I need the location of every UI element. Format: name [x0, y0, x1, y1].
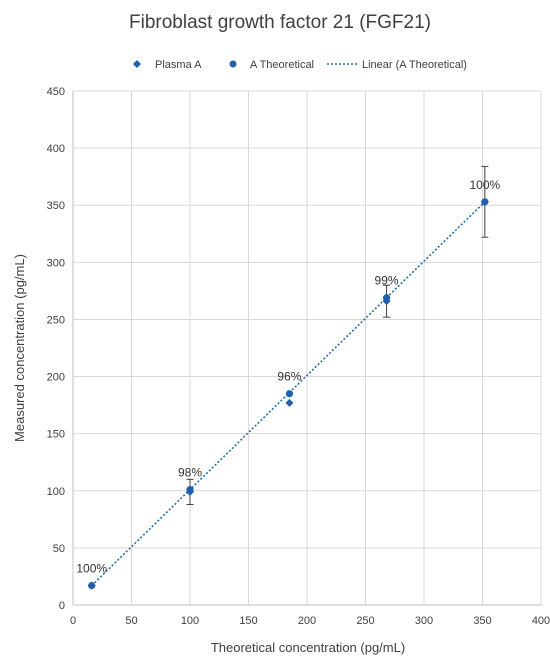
y-tick-label: 350: [47, 200, 65, 212]
a-theoretical-point: [481, 198, 489, 206]
x-tick-label: 50: [125, 615, 137, 627]
grid-lines: [72, 90, 542, 606]
x-axis-title: Theoretical concentration (pg/mL): [211, 640, 405, 655]
a-theoretical-point: [382, 294, 391, 302]
x-tick-label: 200: [298, 615, 316, 627]
a-theoretical-point: [285, 390, 294, 398]
x-tick-label: 250: [356, 615, 374, 627]
chart-legend: Plasma A A Theoretical Linear (A Theoret…: [133, 59, 467, 71]
y-tick-label: 250: [47, 314, 65, 326]
x-tick-label: 300: [415, 615, 433, 627]
data-labels: 100% 98% 96% 99% 100%: [76, 178, 500, 576]
y-axis-title: Measured concentration (pg/mL): [12, 254, 27, 442]
legend-item-a-theoretical: A Theoretical: [250, 59, 314, 71]
trendline-layer: [91, 201, 486, 587]
x-tick-label: 350: [473, 615, 491, 627]
a-theoretical-point: [88, 581, 96, 590]
data-points: [87, 197, 489, 590]
chart-title: Fibroblast growth factor 21 (FGF21): [129, 12, 431, 33]
y-tick-label: 50: [53, 543, 65, 555]
recovery-percent-label: 99%: [375, 274, 399, 288]
error-bars: [186, 165, 489, 505]
recovery-percent-label: 98%: [178, 466, 202, 480]
plasma-a-point: [285, 398, 294, 407]
recovery-percent-label: 100%: [76, 562, 107, 576]
y-tick-label: 100: [47, 486, 65, 498]
legend-circle-marker: [229, 60, 237, 68]
y-tick-label: 0: [59, 600, 65, 612]
recovery-percent-label: 96%: [277, 370, 301, 384]
y-tick-label: 450: [47, 86, 65, 98]
legend-item-linear-trend: Linear (A Theoretical): [362, 59, 467, 71]
x-tick-label: 400: [532, 615, 550, 627]
x-tick-label: 0: [70, 615, 76, 627]
recovery-percent-label: 100%: [469, 178, 500, 192]
y-tick-label: 200: [47, 372, 65, 384]
x-tick-label: 150: [239, 615, 257, 627]
legend-diamond-marker: [133, 60, 141, 68]
x-tick-label: 100: [181, 615, 199, 627]
y-tick-label: 150: [47, 429, 65, 441]
y-tick-label: 300: [47, 257, 65, 269]
legend-item-plasma-a: Plasma A: [155, 59, 202, 71]
y-tick-label: 400: [47, 143, 65, 155]
linear-trendline: [91, 201, 486, 587]
axes: 0 50 100 150 200 250 300 350 400 450 0 50 100 150 200 2…: [47, 86, 550, 627]
a-theoretical-point: [186, 486, 194, 494]
